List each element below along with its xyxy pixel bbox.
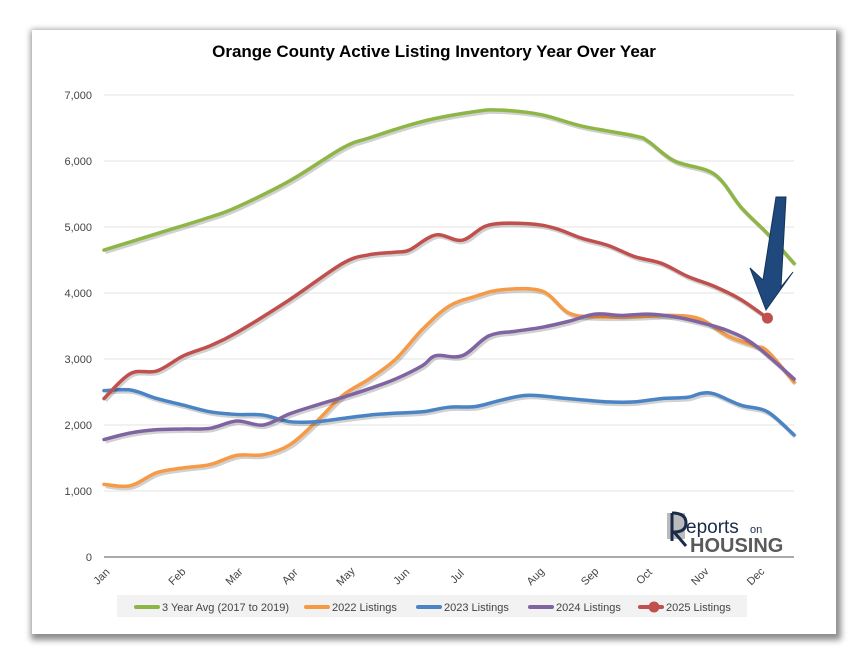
series-shadow bbox=[104, 109, 797, 267]
y-tick-label: 0 bbox=[86, 552, 92, 564]
x-tick-label: Feb bbox=[167, 566, 189, 588]
x-tick-label: Apr bbox=[280, 566, 301, 587]
legend-label: 2025 Listings bbox=[666, 602, 731, 614]
x-tick-label: Dec bbox=[745, 565, 768, 588]
y-tick-label: 2,000 bbox=[64, 420, 92, 432]
legend-label: 2023 Listings bbox=[444, 602, 509, 614]
series-line-2 bbox=[102, 387, 796, 437]
series-end-marker bbox=[761, 312, 773, 324]
series-line-3 bbox=[102, 312, 796, 442]
logo-r bbox=[670, 511, 688, 547]
x-tick-label: Jul bbox=[448, 568, 466, 586]
y-tick-label: 5,000 bbox=[64, 222, 92, 234]
legend-label: 2022 Listings bbox=[332, 602, 397, 614]
y-tick-label: 6,000 bbox=[64, 156, 92, 168]
y-tick-label: 1,000 bbox=[64, 486, 92, 498]
series-shadow bbox=[104, 223, 771, 403]
series-shadow bbox=[105, 389, 797, 439]
y-tick-label: 3,000 bbox=[64, 354, 92, 366]
chart-title: Orange County Active Listing Inventory Y… bbox=[212, 42, 656, 61]
logo-on: on bbox=[750, 524, 762, 536]
series-line-1 bbox=[102, 286, 796, 489]
legend-marker bbox=[648, 601, 660, 613]
x-tick-label: Sep bbox=[579, 566, 601, 588]
x-tick-label: May bbox=[334, 565, 358, 589]
series-line-0 bbox=[102, 108, 796, 266]
legend-label: 2024 Listings bbox=[556, 602, 621, 614]
x-tick-label: Mar bbox=[224, 566, 246, 588]
chart-frame bbox=[32, 30, 836, 634]
logo-housing: HOUSING bbox=[690, 535, 783, 557]
arrow-annotation bbox=[749, 196, 794, 312]
x-tick-label: Jun bbox=[391, 566, 412, 587]
y-tick-label: 4,000 bbox=[64, 288, 92, 300]
series-line-4 bbox=[102, 221, 770, 401]
x-tick-label: Oct bbox=[634, 567, 655, 588]
y-tick-label: 7,000 bbox=[64, 90, 92, 102]
x-tick-label: Jan bbox=[91, 566, 112, 587]
legend-label: 3 Year Avg (2017 to 2019) bbox=[162, 602, 289, 614]
logo-reports: eports bbox=[686, 517, 739, 538]
x-tick-label: Aug bbox=[525, 566, 547, 588]
x-tick-label: Nov bbox=[689, 565, 712, 588]
series-shadow bbox=[105, 313, 797, 444]
